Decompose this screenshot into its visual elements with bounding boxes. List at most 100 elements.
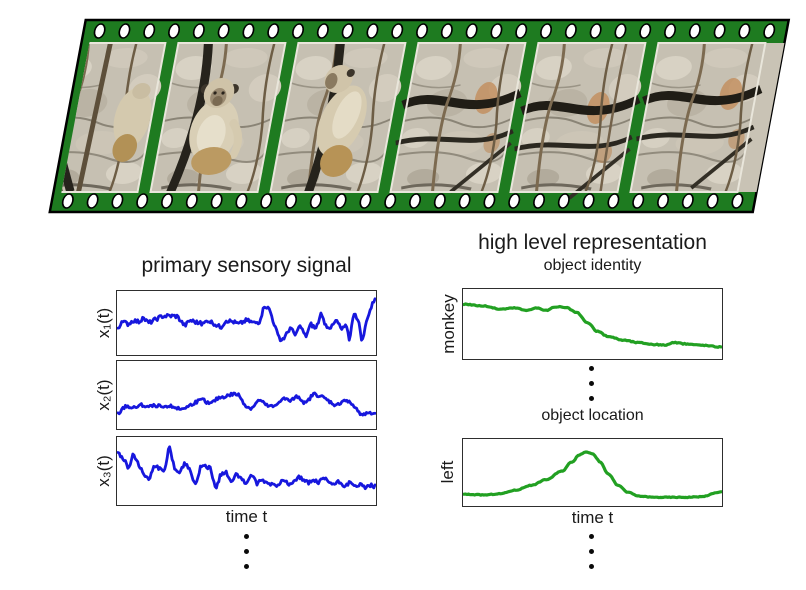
sprocket-hole bbox=[86, 193, 99, 209]
sprocket-hole bbox=[384, 193, 397, 209]
signal-plot-x1 bbox=[117, 297, 376, 343]
sprocket-hole bbox=[607, 193, 620, 209]
sprocket-hole bbox=[515, 23, 528, 39]
ellipsis-dot bbox=[588, 549, 594, 554]
plot-box-object-location bbox=[462, 438, 723, 507]
vertical-ellipsis-right-middle bbox=[588, 366, 594, 411]
sprocket-hole bbox=[416, 23, 429, 39]
sprocket-hole bbox=[589, 23, 602, 39]
plot-box-x1 bbox=[116, 290, 377, 356]
signal-plot-x3 bbox=[117, 445, 376, 491]
sprocket-hole bbox=[664, 23, 677, 39]
plot-box-x2 bbox=[116, 360, 377, 430]
sprocket-hole bbox=[409, 193, 422, 209]
sprocket-hole bbox=[533, 193, 546, 209]
sprocket-hole bbox=[61, 193, 74, 209]
plot-box-x3 bbox=[116, 436, 377, 506]
x3-curve bbox=[117, 445, 376, 491]
ellipsis-dot bbox=[588, 381, 594, 386]
x1-curve bbox=[117, 297, 376, 343]
ellipsis-dot bbox=[588, 366, 594, 371]
vertical-ellipsis-right-bottom bbox=[588, 534, 594, 579]
sprocket-hole bbox=[292, 23, 305, 39]
object-identity-subtitle: object identity bbox=[543, 257, 642, 274]
sprocket-hole bbox=[334, 193, 347, 209]
sprocket-hole bbox=[118, 23, 131, 39]
sprocket-hole bbox=[440, 23, 453, 39]
ellipsis-dot bbox=[588, 534, 594, 539]
sprocket-hole bbox=[713, 23, 726, 39]
sprocket-hole bbox=[632, 193, 645, 209]
sprocket-hole bbox=[681, 193, 694, 209]
sprocket-hole bbox=[564, 23, 577, 39]
right-xlabel-time: time t bbox=[571, 508, 614, 527]
sprocket-hole bbox=[267, 23, 280, 39]
sprocket-hole bbox=[706, 193, 719, 209]
object-identity-plot bbox=[463, 302, 722, 349]
sprocket-hole bbox=[731, 193, 744, 209]
sprocket-hole bbox=[136, 193, 149, 209]
sprocket-hole bbox=[688, 23, 701, 39]
sprocket-hole bbox=[490, 23, 503, 39]
sprocket-hole bbox=[366, 23, 379, 39]
sprocket-hole bbox=[657, 193, 670, 209]
film-frame-2 bbox=[148, 41, 291, 194]
vertical-ellipsis-left bbox=[243, 534, 249, 579]
left-xlabel-time: time t bbox=[225, 507, 268, 526]
sprocket-hole bbox=[359, 193, 372, 209]
sprocket-hole bbox=[614, 23, 627, 39]
film-frame-5 bbox=[505, 41, 651, 198]
film-frame-3 bbox=[268, 41, 411, 194]
sprocket-hole bbox=[143, 23, 156, 39]
object-location-curve bbox=[463, 450, 722, 500]
film-frame-4 bbox=[387, 41, 531, 192]
sprocket-hole bbox=[557, 193, 570, 209]
sprocket-hole bbox=[341, 23, 354, 39]
sprocket-hole bbox=[260, 193, 273, 209]
object-location-plot bbox=[463, 450, 722, 500]
ylabel-x3: x₃(t) bbox=[94, 455, 113, 487]
sprocket-hole bbox=[508, 193, 521, 209]
ellipsis-dot bbox=[588, 564, 594, 569]
sprocket-hole bbox=[93, 23, 106, 39]
monkey-climbing bbox=[112, 83, 152, 162]
sprocket-holes-bottom bbox=[61, 193, 744, 209]
sprocket-hole bbox=[391, 23, 404, 39]
sprocket-hole bbox=[111, 193, 124, 209]
ylabel-monkey: monkey bbox=[439, 294, 458, 354]
sprocket-hole bbox=[763, 23, 776, 39]
sprocket-hole bbox=[168, 23, 181, 39]
ellipsis-dot bbox=[243, 564, 249, 569]
sprocket-hole bbox=[210, 193, 223, 209]
left-panel-title: primary sensory signal bbox=[141, 254, 352, 277]
sprocket-hole bbox=[540, 23, 553, 39]
sprocket-hole bbox=[483, 193, 496, 209]
plot-box-object-identity bbox=[462, 288, 723, 360]
object-identity-curve bbox=[463, 302, 722, 349]
signal-plot-x2 bbox=[117, 391, 376, 417]
film-frame-1 bbox=[57, 41, 171, 194]
sprocket-hole bbox=[465, 23, 478, 39]
sprocket-hole bbox=[235, 193, 248, 209]
ellipsis-dot bbox=[588, 396, 594, 401]
sprocket-hole bbox=[433, 193, 446, 209]
sprocket-hole bbox=[639, 23, 652, 39]
sprocket-hole bbox=[192, 23, 205, 39]
sprocket-hole bbox=[582, 193, 595, 209]
sprocket-hole bbox=[161, 193, 174, 209]
sprocket-hole bbox=[285, 193, 298, 209]
monkey-sitting-front bbox=[189, 78, 243, 175]
sprocket-hole bbox=[316, 23, 329, 39]
ellipsis-dot bbox=[243, 549, 249, 554]
sprocket-hole bbox=[217, 23, 230, 39]
ellipsis-dot bbox=[243, 534, 249, 539]
sprocket-hole bbox=[309, 193, 322, 209]
sprocket-hole bbox=[242, 23, 255, 39]
sprocket-hole bbox=[458, 193, 471, 209]
right-panel-title: high level representation bbox=[478, 231, 707, 254]
sprocket-hole bbox=[738, 23, 751, 39]
film-strip bbox=[48, 18, 791, 214]
object-location-subtitle: object location bbox=[541, 407, 644, 424]
x2-curve bbox=[117, 391, 376, 417]
